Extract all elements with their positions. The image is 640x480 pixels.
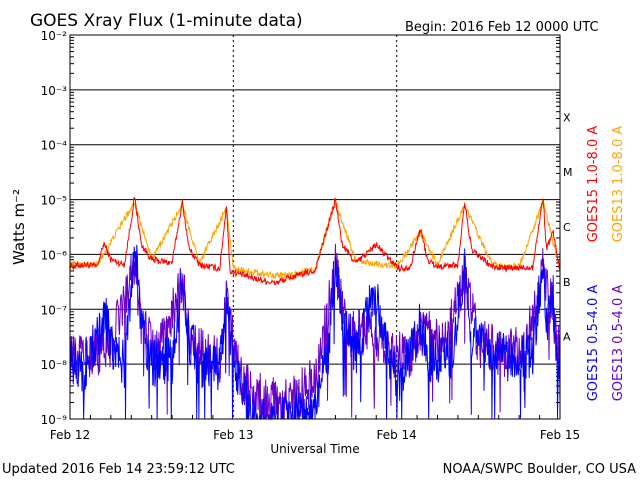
x-tick-label: Feb 12	[50, 428, 90, 442]
y-tick-label: 10⁻²	[41, 29, 68, 43]
flare-class-a: A	[563, 331, 571, 344]
x-tick-label: Feb 15	[540, 428, 580, 442]
legend-entry: GOES15 0.5-4.0 A	[586, 285, 601, 402]
flare-class-c: C	[563, 221, 571, 234]
y-tick-label: 10⁻⁷	[41, 303, 68, 317]
credit-label: NOAA/SWPC Boulder, CO USA	[443, 462, 636, 477]
plot-area	[69, 34, 561, 421]
y-tick-label: 10⁻⁶	[41, 248, 68, 262]
series-line	[69, 244, 561, 421]
y-tick-label: 10⁻⁹	[41, 413, 68, 427]
legend: GOES15 1.0-8.0 A GOES13 1.0-8.0 A GOES15 0…	[586, 126, 626, 402]
y-tick-label: 10⁻⁸	[41, 358, 68, 372]
y-tick-label: 10⁻³	[41, 84, 68, 98]
plot-frame	[69, 34, 561, 420]
legend-entry: GOES13 0.5-4.0 A	[611, 285, 626, 402]
y-axis-label: Watts m⁻²	[10, 189, 28, 265]
x-axis-label: Universal Time	[270, 442, 359, 456]
legend-entry: GOES15 1.0-8.0 A	[586, 126, 601, 243]
flare-class-labels: A B C M X	[563, 111, 573, 343]
flare-class-x: X	[563, 111, 571, 124]
y-tick-labels: 10⁻⁹ 10⁻⁸ 10⁻⁷ 10⁻⁶ 10⁻⁵ 10⁻⁴ 10⁻³ 10⁻²	[41, 29, 68, 427]
chart-title: GOES Xray Flux (1-minute data)	[30, 11, 303, 31]
y-tick-label: 10⁻⁵	[41, 194, 68, 208]
begin-label: Begin: 2016 Feb 12 0000 UTC	[405, 20, 599, 35]
x-tick-labels: Feb 12 Feb 13 Feb 14 Feb 15	[50, 428, 580, 442]
legend-entry: GOES13 1.0-8.0 A	[611, 126, 626, 243]
x-tick-label: Feb 13	[213, 428, 253, 442]
flare-class-b: B	[563, 276, 571, 289]
x-tick-label: Feb 14	[376, 428, 416, 442]
series-line	[69, 196, 561, 286]
y-tick-label: 10⁻⁴	[41, 139, 68, 153]
series-layer	[69, 196, 561, 421]
series-line	[69, 199, 561, 280]
updated-label: Updated 2016 Feb 14 23:59:12 UTC	[2, 462, 235, 477]
flare-class-m: M	[563, 166, 573, 179]
